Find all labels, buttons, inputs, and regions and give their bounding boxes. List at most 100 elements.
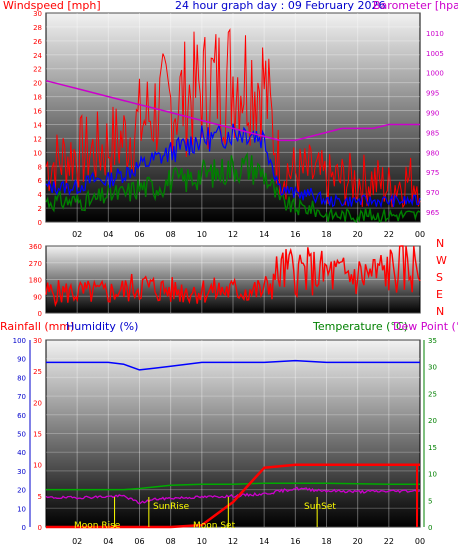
humidity-tick-label: 30 — [17, 468, 26, 476]
compass-label: S — [436, 271, 443, 284]
lower-x-tick-label: 22 — [384, 537, 394, 546]
chart-title: 24 hour graph day : 09 February 2026 — [175, 0, 386, 12]
humidity-tick-label: 10 — [17, 505, 26, 513]
rainfall-tick-label: 30 — [33, 337, 42, 345]
direction-tick-label: 180 — [29, 277, 42, 285]
dew-point-line — [45, 486, 421, 505]
rainfall-tick-label: 10 — [33, 462, 42, 470]
barometer-tick-label: 980 — [426, 149, 439, 157]
wind-x-tick-label: 08 — [166, 230, 176, 239]
barometer-tick-label: 965 — [426, 209, 439, 217]
temperature-line — [46, 482, 420, 491]
compass-label: W — [436, 254, 447, 267]
wind-x-tick-label: 18 — [321, 230, 331, 239]
barometer-tick-label: 1000 — [426, 70, 444, 78]
windspeed-tick-label: 10 — [33, 149, 42, 157]
lower-x-tick-label: 08 — [166, 537, 176, 546]
barometer-tick-label: 990 — [426, 110, 439, 118]
humidity-axis-label: Humidity (%) — [66, 320, 138, 333]
humidity-tick-label: 60 — [17, 412, 26, 420]
rainfall-tick-label: 25 — [33, 368, 42, 376]
temperature-tick-label: 5 — [428, 497, 432, 505]
sunrise-label: SunRise — [153, 502, 190, 512]
humidity-tick-label: 80 — [17, 374, 26, 382]
moonset-label: Moon Set — [193, 521, 236, 531]
humidity-tick-label: 100 — [13, 337, 26, 345]
windspeed-tick-label: 12 — [33, 135, 42, 143]
lower-x-tick-label: 00 — [415, 537, 425, 546]
wind-x-tick-label: 16 — [290, 230, 300, 239]
dew-point-axis-label: Dew Point (°C) — [393, 320, 458, 333]
windspeed-tick-label: 22 — [33, 66, 42, 74]
temperature-tick-label: 15 — [428, 444, 437, 452]
lower-x-tick-label: 06 — [134, 537, 144, 546]
temperature-tick-label: 25 — [428, 390, 437, 398]
windspeed-tick-label: 26 — [33, 38, 42, 46]
windspeed-tick-label: 20 — [33, 80, 42, 88]
temperature-tick-label: 20 — [428, 417, 437, 425]
rainfall-line — [46, 463, 420, 529]
humidity-line — [46, 359, 420, 371]
lower-x-tick-label: 20 — [353, 537, 363, 546]
temperature-axis-label: Temperature (°C) — [312, 320, 408, 333]
windspeed-tick-label: 14 — [33, 121, 42, 129]
wind-x-tick-label: 04 — [103, 230, 113, 239]
direction-tick-label: 360 — [29, 243, 42, 251]
windspeed-tick-label: 6 — [38, 177, 43, 185]
windspeed-tick-label: 0 — [38, 219, 42, 227]
windspeed-tick-label: 18 — [33, 94, 42, 102]
moonrise-label: Moon Rise — [74, 521, 121, 531]
wind-direction-line — [45, 245, 421, 308]
barometer-axis-label: Barometer [hpa] — [373, 0, 458, 12]
wind-x-tick-label: 06 — [134, 230, 144, 239]
temperature-tick-label: 10 — [428, 471, 437, 479]
humidity-tick-label: 70 — [17, 393, 26, 401]
barometer-tick-label: 995 — [426, 90, 439, 98]
barometer-tick-label: 975 — [426, 169, 439, 177]
wind-series-blue-line — [45, 123, 421, 209]
wind-series-green-line — [45, 152, 421, 223]
rainfall-tick-label: 20 — [33, 399, 42, 407]
barometer-tick-label: 985 — [426, 129, 439, 137]
compass-label: E — [436, 288, 443, 301]
lower-x-tick-label: 04 — [103, 537, 113, 546]
temperature-tick-label: 0 — [428, 524, 432, 532]
wind-x-tick-label: 22 — [384, 230, 394, 239]
wind-x-tick-label: 00 — [415, 230, 425, 239]
windspeed-tick-label: 24 — [33, 52, 42, 60]
wind-x-tick-label: 02 — [72, 230, 82, 239]
windspeed-tick-label: 28 — [33, 24, 42, 32]
barometer-tick-label: 970 — [426, 189, 439, 197]
windspeed-tick-label: 30 — [33, 10, 42, 18]
lower-x-tick-label: 16 — [290, 537, 300, 546]
barometer-tick-label: 1010 — [426, 30, 444, 38]
wind-x-tick-label: 20 — [353, 230, 363, 239]
direction-tick-label: 0 — [38, 310, 42, 318]
barometer-tick-label: 1005 — [426, 50, 444, 58]
humidity-tick-label: 90 — [17, 356, 26, 364]
windspeed-tick-label: 2 — [38, 205, 42, 213]
windspeed-tick-label: 4 — [38, 191, 43, 199]
wind-x-tick-label: 12 — [228, 230, 238, 239]
wind-x-tick-label: 10 — [197, 230, 207, 239]
humidity-tick-label: 0 — [22, 524, 26, 532]
rainfall-tick-label: 5 — [38, 493, 42, 501]
windspeed-tick-label: 8 — [38, 163, 42, 171]
lower-x-tick-label: 18 — [321, 537, 331, 546]
humidity-tick-label: 50 — [17, 431, 26, 439]
direction-tick-label: 270 — [29, 260, 42, 268]
grid-layer — [46, 12, 420, 528]
compass-label: N — [436, 237, 444, 250]
lower-x-tick-label: 10 — [197, 537, 207, 546]
barometer-line — [45, 79, 420, 142]
series-layer — [45, 27, 421, 529]
sunset-label: SunSet — [304, 502, 336, 512]
wind-series-red-line — [45, 27, 421, 209]
rainfall-axis-label: Rainfall (mm) — [0, 320, 74, 333]
lower-x-tick-label: 02 — [72, 537, 82, 546]
direction-tick-label: 90 — [33, 293, 42, 301]
windspeed-axis-label: Windspeed [mph] — [3, 0, 101, 12]
rainfall-tick-label: 0 — [38, 524, 42, 532]
